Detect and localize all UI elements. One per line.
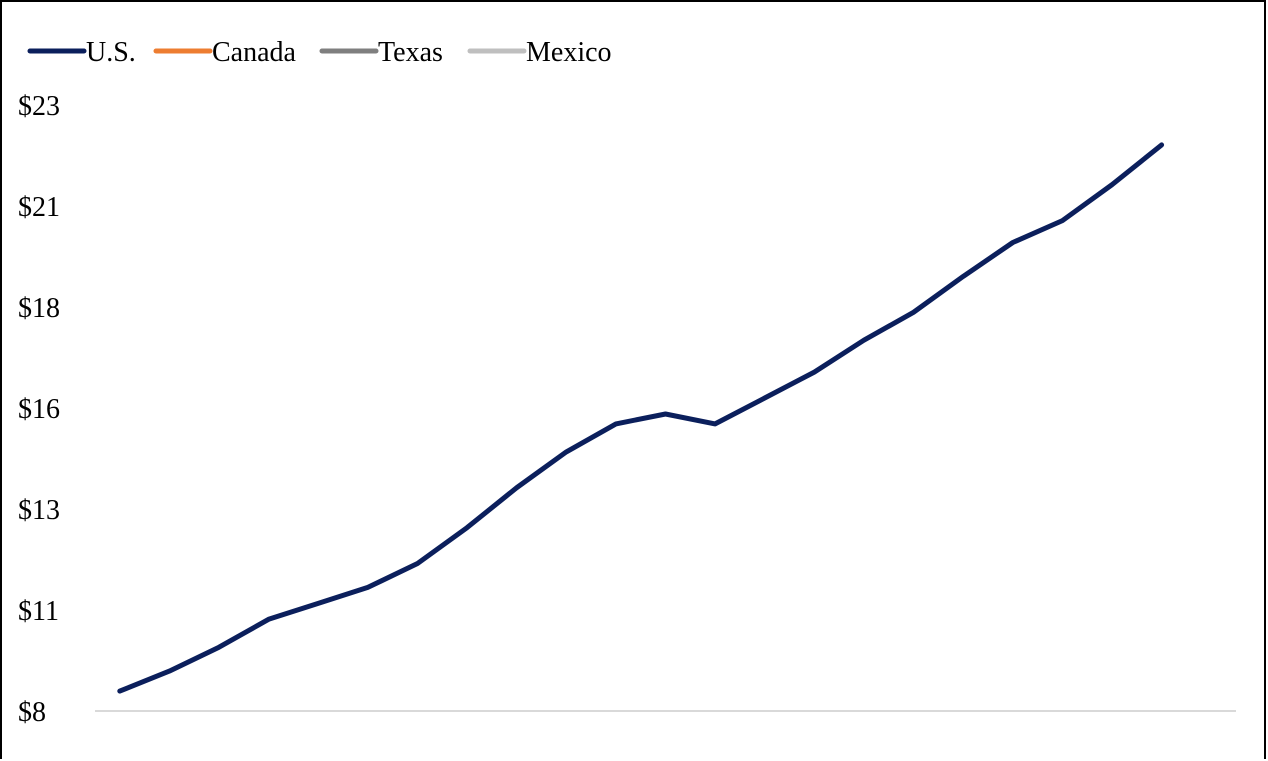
y-tick-label: $23: [18, 91, 60, 122]
plot-area: [117, 142, 1165, 694]
legend-label: Texas: [378, 37, 443, 68]
y-tick-label: $21: [18, 192, 60, 223]
y-axis: $8 $11 $13 $16 $18 $21 $23: [18, 91, 60, 728]
series-line: [117, 142, 1165, 694]
legend-label: Canada: [212, 37, 297, 68]
legend-label: Mexico: [526, 37, 612, 68]
y-tick-label: $13: [18, 495, 60, 526]
y-tick-label: $8: [18, 697, 46, 728]
y-tick-label: $11: [18, 596, 59, 627]
legend: U.S. Canada Texas Mexico: [27, 37, 612, 68]
legend-label: U.S.: [86, 37, 136, 68]
y-tick-label: $18: [18, 293, 60, 324]
y-tick-label: $16: [18, 394, 60, 425]
